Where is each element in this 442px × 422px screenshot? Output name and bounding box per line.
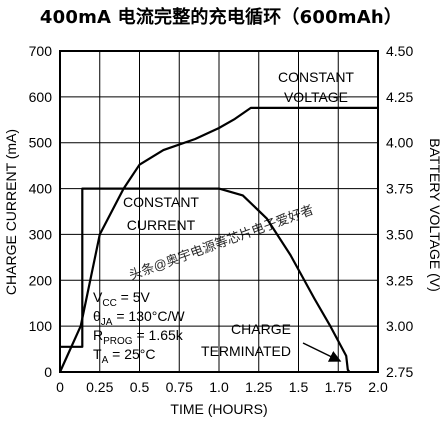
constant-current-line2: CURRENT xyxy=(127,217,196,233)
x-tick-label: 0.25 xyxy=(86,379,113,395)
y-tick-label: 200 xyxy=(29,272,53,288)
x-tick-label: 2.0 xyxy=(368,379,388,395)
condition-line: VCC = 5V xyxy=(93,289,151,309)
page-title: 400mA 电流完整的充电循环（600mAh） xyxy=(39,7,403,28)
y2-tick-label: 2.75 xyxy=(386,364,413,380)
y2-axis-label: BATTERY VOLTAGE (V) xyxy=(427,138,442,292)
y-tick-label: 100 xyxy=(29,318,53,334)
x-tick-label: 0 xyxy=(56,379,64,395)
condition-line: TA = 25°C xyxy=(93,346,155,366)
tick-labels: 0 0.25 0.5 0.75 1.0 1.25 1.5 1.75 2.0 0 100 200 300 4… xyxy=(29,43,414,395)
y-tick-label: 700 xyxy=(29,43,53,59)
charge-terminated-arrow xyxy=(302,342,342,362)
x-tick-label: 1.5 xyxy=(289,379,309,395)
y2-tick-label: 4.00 xyxy=(386,135,413,151)
y2-tick-label: 3.25 xyxy=(386,272,413,288)
grid-lines xyxy=(60,51,378,372)
y-tick-label: 300 xyxy=(29,226,53,242)
condition-line: RPROG = 1.65k xyxy=(93,327,184,347)
condition-line: θJA = 130°C/W xyxy=(93,308,185,328)
x-tick-label: 1.75 xyxy=(325,379,352,395)
y-tick-label: 0 xyxy=(44,364,52,380)
x-tick-label: 0.75 xyxy=(166,379,193,395)
y2-tick-label: 4.50 xyxy=(386,43,413,59)
x-tick-label: 1.25 xyxy=(245,379,272,395)
y2-tick-label: 3.50 xyxy=(386,226,413,242)
y2-tick-label: 4.25 xyxy=(386,89,413,105)
charge-terminated-line2: TERMINATED xyxy=(201,343,291,359)
y2-tick-label: 3.75 xyxy=(386,181,413,197)
plot-frame xyxy=(59,50,379,373)
x-tick-label: 0.5 xyxy=(130,379,150,395)
constant-current-line1: CONSTANT xyxy=(123,194,199,210)
x-tick-label: 1.0 xyxy=(209,379,229,395)
y-tick-label: 400 xyxy=(29,181,53,197)
constant-voltage-line1: CONSTANT xyxy=(278,69,354,85)
charge-terminated-annotation: CHARGE TERMINATED xyxy=(201,321,342,362)
y2-tick-label: 3.00 xyxy=(386,318,413,334)
charge-terminated-line1: CHARGE xyxy=(231,321,291,337)
constant-current-annotation: CONSTANT CURRENT xyxy=(123,194,199,233)
charge-current-line xyxy=(60,187,351,373)
battery-voltage-line xyxy=(58,106,378,373)
y-axis-label: CHARGE CURRENT (mA) xyxy=(3,129,19,295)
constant-voltage-annotation: CONSTANT VOLTAGE xyxy=(278,69,354,105)
series-layer xyxy=(58,106,378,373)
y-tick-label: 600 xyxy=(29,89,53,105)
watermark: 头条@奥宇电源等芯片电子爱好者 xyxy=(127,202,316,283)
y-tick-label: 500 xyxy=(29,135,53,151)
constant-voltage-line2: VOLTAGE xyxy=(284,89,348,105)
x-axis-label: TIME (HOURS) xyxy=(170,401,267,417)
